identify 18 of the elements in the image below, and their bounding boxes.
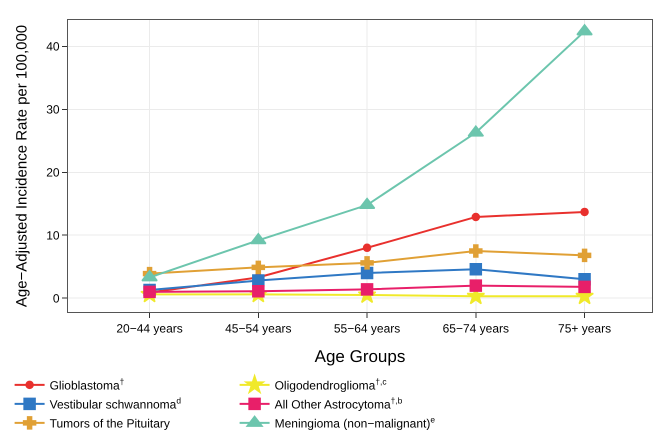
legend-label: All Other Astrocytoma$^{†,b}$: [274, 396, 403, 412]
x-tick-label: 65−74 years: [442, 321, 510, 336]
legend-label: Vestibular schwannoma$^{d}$: [50, 396, 182, 412]
x-axis-title: Age Groups: [314, 346, 406, 366]
y-tick-label: 30: [46, 102, 60, 117]
x-tick-label: 45−54 years: [225, 321, 292, 336]
legend-label: Oligodendroglioma$^{†,c}$: [274, 376, 387, 393]
legend-label: Tumors of the Pituitary: [50, 416, 170, 431]
y-tick-label: 40: [46, 40, 60, 54]
y-tick-label: 0: [52, 291, 60, 306]
y-axis-title: Age−Adjusted Incidence Rate per 100,000: [13, 24, 30, 308]
y-tick-label: 10: [46, 228, 60, 242]
y-tick-label: 20: [46, 165, 60, 180]
x-tick-label: 75+ years: [558, 321, 612, 336]
x-tick-label: 20−44 years: [116, 321, 183, 336]
legend-label: Glioblastoma$^{†}$: [50, 376, 125, 393]
legend-label: Meningioma (non−malignant)$^{e}$: [274, 414, 436, 431]
x-tick-label: 55−64 years: [334, 321, 400, 336]
